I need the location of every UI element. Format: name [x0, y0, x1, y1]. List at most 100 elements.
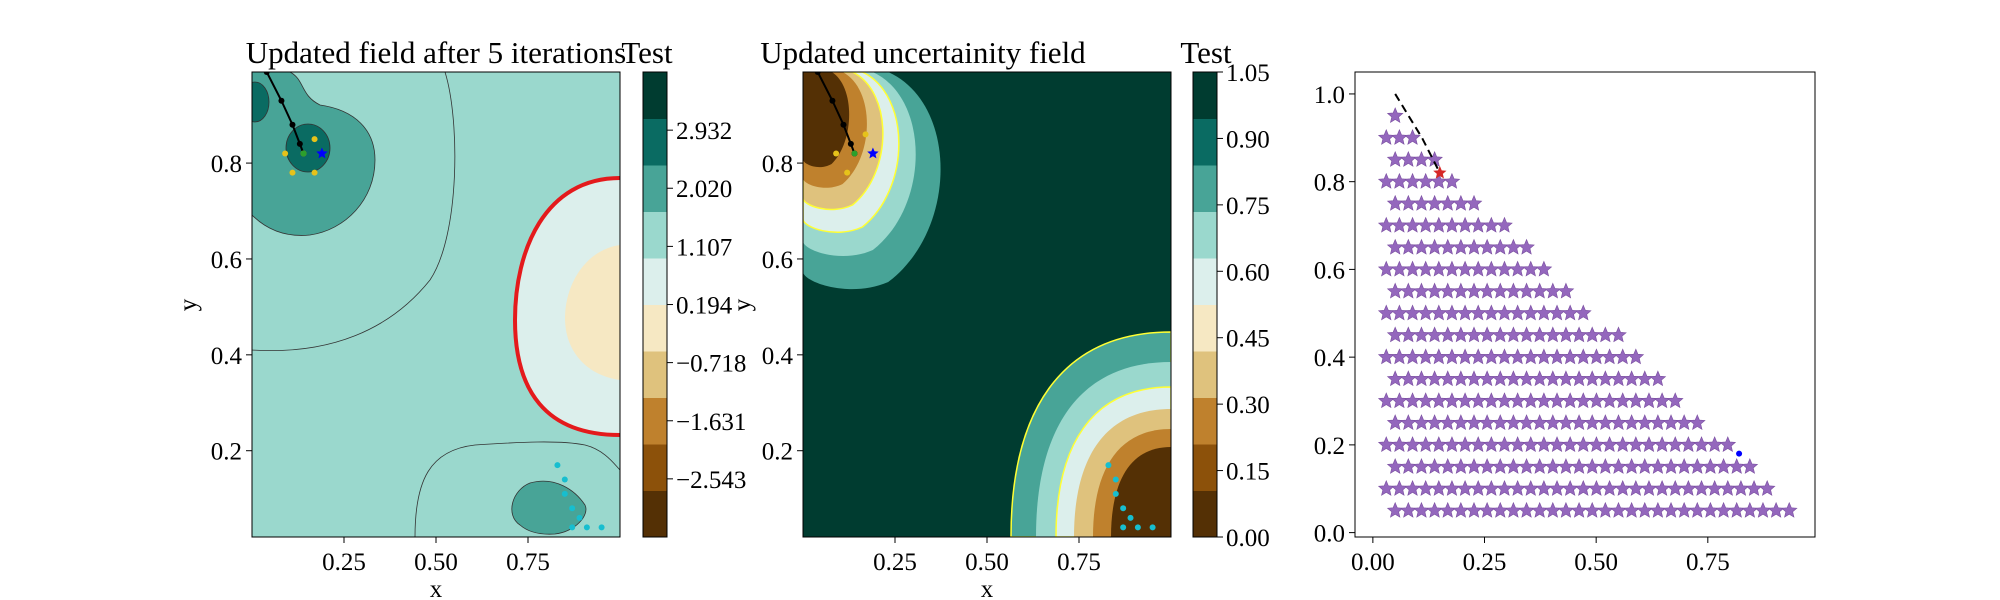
y-tick-label: 0.2: [762, 439, 793, 466]
panel-field: Updated field after 5 iterations 0.25 0.5…: [175, 35, 746, 600]
x-tick-label: 0.50: [965, 549, 1009, 576]
panel2-cyan-point: [1149, 524, 1156, 531]
panel1-gold-point: [282, 150, 289, 157]
colorbar-band: [643, 165, 667, 212]
colorbar-band: [643, 444, 667, 491]
colorbar-tick-label: 0.30: [1226, 392, 1270, 419]
panel1-cyan-point: [554, 462, 561, 469]
grid-star: [1557, 282, 1575, 299]
panel1-gold-point: [311, 136, 318, 143]
panel2-xlabel: x: [981, 576, 994, 600]
colorbar-tick-label: 0.15: [1226, 459, 1270, 486]
panel1-markers: [263, 72, 605, 531]
colorbar-band: [643, 72, 667, 119]
panel-grid-points: 0.00 0.25 0.50 0.75 0.0 0.2 0.4 0.6 0.8 1.0: [1314, 71, 1816, 576]
panel2-rings-bottom-right: [1010, 331, 1171, 537]
colorbar-tick-label: 0.194: [676, 293, 733, 320]
panel1-dark-blob: [285, 123, 331, 173]
panel1-ylabel: y: [175, 298, 202, 311]
panel2-trajectory-point: [847, 140, 854, 147]
panel1-trajectory-point: [296, 140, 303, 147]
panel2-trajectory-point: [840, 121, 847, 128]
panel1-cyan-point: [598, 524, 605, 531]
panel2-gold-point: [844, 169, 851, 176]
colorbar-band: [1193, 490, 1217, 538]
colorbar-tick-label: 0.90: [1226, 126, 1270, 153]
x-tick-label: 0.75: [1057, 549, 1101, 576]
grid-star: [1719, 436, 1737, 452]
grid-star: [1518, 238, 1535, 255]
colorbar-band: [1193, 258, 1217, 305]
colorbar-band: [643, 351, 667, 398]
x-tick-label: 0.25: [322, 549, 366, 576]
panel1-cyan-point: [561, 490, 568, 497]
panel1-gold-point: [289, 169, 296, 176]
colorbar-tick-label: 2.932: [676, 118, 732, 145]
panel3-blue-point: [1736, 450, 1743, 457]
panel2-cyan-point: [1127, 514, 1134, 521]
grid-star: [1610, 326, 1627, 343]
panel1-cream-region: [565, 245, 620, 380]
colorbar-band: [643, 304, 667, 352]
panel2-gold-point: [862, 131, 869, 138]
panel2-title: Updated uncertainity field: [760, 35, 1086, 70]
colorbar-band: [643, 258, 667, 305]
panel1-colorbar: 2.932 2.020 1.107 0.194 −0.718 −1.631 −2.543: [642, 71, 746, 538]
colorbar-band: [643, 397, 667, 445]
panel2-cyan-point: [1120, 524, 1127, 531]
y-tick-label: 0.6: [211, 247, 242, 274]
panel1-colorbar-label: Test: [621, 35, 673, 70]
panel3-points: [1377, 93, 1798, 518]
grid-star: [1627, 348, 1645, 365]
panel2-cyan-point: [1120, 505, 1127, 512]
x-tick-label: 0.00: [1351, 549, 1395, 576]
panel2-cyan-point: [1105, 462, 1112, 469]
panel2-cyan-point: [1112, 490, 1119, 497]
panel1-blue-star: [316, 147, 328, 159]
y-tick-label: 0.8: [1314, 170, 1345, 197]
panel1-trajectory-point: [289, 121, 296, 128]
y-tick-label: 0.0: [1314, 521, 1345, 548]
colorbar-band: [1193, 397, 1217, 445]
y-tick-label: 0.6: [762, 247, 793, 274]
grid-star: [1649, 370, 1667, 387]
colorbar-tick-label: 0.60: [1226, 259, 1270, 286]
panel1-trajectory-point: [278, 97, 285, 104]
panel1-cyan-point: [576, 514, 583, 521]
grid-star: [1443, 172, 1461, 189]
y-tick-label: 0.8: [762, 151, 793, 178]
x-tick-label: 0.50: [414, 549, 458, 576]
panel1-cyan-point: [569, 505, 576, 512]
panel2-contours: [803, 72, 1171, 537]
colorbar-band: [1193, 351, 1217, 398]
panel2-axes: 0.25 0.50 0.75 0.2 0.4 0.6 0.8: [762, 151, 1101, 576]
colorbar-tick-label: 1.107: [676, 234, 732, 261]
colorbar-band: [1193, 118, 1217, 166]
panel1-title: Updated field after 5 iterations: [246, 35, 626, 70]
panel1-contours: [252, 72, 620, 537]
colorbar-frame: [1192, 71, 1218, 538]
colorbar-band: [643, 211, 667, 259]
panel1-cyan-point: [561, 476, 568, 483]
grid-star: [1465, 194, 1483, 211]
x-tick-label: 0.25: [873, 549, 917, 576]
colorbar-tick-label: −0.718: [676, 351, 746, 378]
panel1-zero-contour: [512, 176, 620, 437]
colorbar-tick-label: 0.75: [1226, 193, 1270, 220]
colorbar-tick-label: 0.45: [1226, 326, 1270, 353]
panel1-cyan-point: [569, 524, 576, 531]
grid-star: [1741, 458, 1759, 474]
x-tick-label: 0.50: [1574, 549, 1618, 576]
panel1-contour-line: [252, 72, 456, 352]
y-tick-label: 0.2: [211, 439, 242, 466]
panel3-red-star: [1433, 165, 1447, 179]
x-tick-label: 0.75: [1686, 549, 1730, 576]
x-tick-label: 0.25: [1463, 549, 1507, 576]
panel2-cyan-point: [1134, 524, 1141, 531]
panel2-colorbar-label: Test: [1180, 35, 1232, 70]
panel1-dark-blob: [252, 81, 270, 123]
grid-star: [1688, 414, 1706, 431]
colorbar-band: [1193, 72, 1217, 119]
panel2-colorbar: 1.05 0.90 0.75 0.60 0.45 0.30 0.15 0.00: [1192, 60, 1270, 552]
